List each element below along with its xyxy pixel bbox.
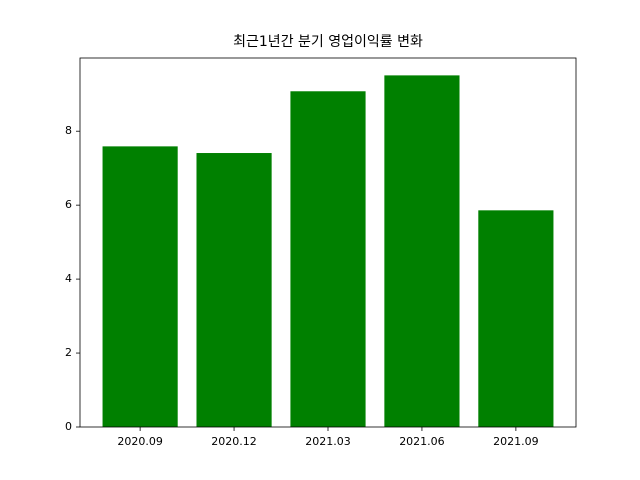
bar [478,210,554,427]
x-tick-label: 2021.09 [493,435,539,448]
chart-title: 최근1년간 분기 영업이익률 변화 [233,34,423,50]
y-tick-label: 6 [65,198,72,211]
bar [290,91,366,427]
x-tick-label: 2021.06 [399,435,445,448]
bar [384,75,460,428]
bar [196,153,272,427]
bar [102,146,178,427]
y-tick-label: 4 [65,272,72,285]
x-tick-label: 2021.03 [305,435,351,448]
x-tick-label: 2020.09 [117,435,163,448]
y-tick-label: 0 [65,420,72,433]
y-tick-label: 2 [65,346,72,359]
plot-frame [79,57,577,428]
x-tick-label: 2020.12 [211,435,257,448]
y-tick-label: 8 [65,124,72,137]
